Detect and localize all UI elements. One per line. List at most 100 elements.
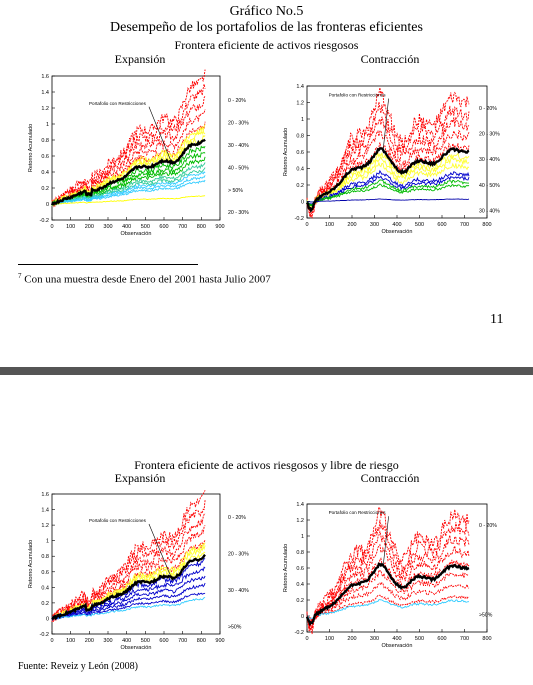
y-tick-label: 0.4	[296, 582, 304, 588]
footnote-mark: 7	[18, 272, 22, 280]
y-tick-label: 1	[46, 539, 49, 545]
y-tick-label: 0.2	[41, 601, 49, 607]
x-tick-label: 400	[122, 638, 131, 644]
x-axis-label: Observación	[382, 643, 413, 649]
source-note: Fuente: Reveiz y León (2008)	[18, 661, 138, 672]
legend-label: 40 - 50%	[479, 183, 500, 189]
x-tick-label: 900	[215, 224, 224, 230]
y-tick-label: 0.2	[41, 186, 49, 192]
y-tick-label: 0	[46, 202, 49, 208]
x-tick-label: 300	[370, 636, 379, 642]
restricted-portfolio-line	[305, 147, 470, 213]
x-tick-label: 400	[122, 224, 131, 230]
x-tick-label: 700	[178, 638, 187, 644]
legend-label: 40 - 50%	[228, 165, 249, 171]
y-tick-label: 0.6	[296, 566, 304, 572]
figure-title: Gráfico No.5	[229, 4, 304, 19]
x-tick-label: 100	[66, 638, 75, 644]
series-line-8	[306, 599, 469, 620]
series-line-1	[306, 582, 470, 623]
y-tick-label: 1	[301, 117, 304, 123]
series-line-6	[306, 519, 470, 635]
legend-label: 20 - 30%	[479, 132, 500, 138]
chart-top-contraccion: Portafolio con Restricciones-0.200.20.40…	[283, 84, 500, 235]
series-line-7	[51, 542, 206, 621]
y-tick-label: 1.4	[41, 90, 49, 96]
x-tick-label: 100	[325, 636, 334, 642]
x-tick-label: 700	[460, 636, 469, 642]
y-tick-label: 1	[46, 122, 49, 128]
series-line-11	[306, 179, 470, 207]
y-tick-label: 1.6	[41, 492, 49, 498]
x-tick-label: 200	[85, 638, 94, 644]
series-line-3	[51, 499, 206, 623]
series-line-11	[51, 566, 206, 621]
annotation-arrow	[382, 98, 389, 151]
y-tick-label: 0.4	[41, 585, 49, 591]
x-tick-label: 200	[347, 636, 356, 642]
series-line-4	[306, 87, 470, 217]
legend-label: 20 - 30%	[228, 552, 249, 558]
y-axis-label: Retorno Acumulado	[28, 540, 34, 588]
x-axis-label: Observación	[121, 645, 152, 651]
chart-bottom-contraccion: Portafolio con Restricciones-0.200.20.40…	[283, 502, 497, 649]
annotation-label: Portafolio con Restricciones	[329, 93, 387, 98]
y-tick-label: 0.2	[296, 598, 304, 604]
x-tick-label: 100	[66, 224, 75, 230]
annotation-arrow	[148, 523, 172, 578]
annotation-label: Portafolio con Restricciones	[329, 510, 387, 515]
series-line-1	[306, 129, 470, 214]
series-line-2	[306, 116, 470, 219]
y-tick-label: -0.2	[40, 218, 49, 224]
restricted-portfolio-line	[305, 562, 470, 627]
restricted-portfolio-line	[51, 553, 206, 621]
y-tick-label: 0	[301, 614, 304, 620]
legend-label: 30 - 40%	[479, 209, 500, 215]
annotation-arrow	[382, 516, 389, 567]
annotation-label: Portafolio con Restricciones	[89, 518, 147, 523]
series-line-16	[51, 195, 206, 205]
series-line-4	[51, 490, 206, 622]
footnote: 7 Con una muestra desde Enero del 2001 h…	[18, 272, 271, 286]
y-tick-label: 0	[301, 200, 304, 206]
y-tick-label: 0.6	[41, 154, 49, 160]
series-line-2	[51, 95, 206, 207]
x-tick-label: 800	[197, 224, 206, 230]
y-tick-label: 0.8	[41, 138, 49, 144]
legend-label: 30 - 40%	[228, 588, 249, 594]
footnote-divider	[18, 264, 198, 265]
x-tick-label: 700	[460, 222, 469, 228]
y-tick-label: 1.4	[41, 508, 49, 514]
series-line-9	[306, 169, 470, 207]
x-tick-label: 800	[482, 636, 491, 642]
x-tick-label: 700	[178, 224, 187, 230]
series-line-15	[51, 171, 206, 205]
series-line-10	[51, 575, 206, 621]
bottom-section-caption: Frontera eficiente de activos riesgosos …	[134, 458, 399, 472]
y-tick-label: 0.8	[41, 554, 49, 560]
y-tick-label: 1.2	[296, 101, 304, 107]
x-tick-label: 600	[437, 636, 446, 642]
x-tick-label: 0	[305, 222, 308, 228]
x-tick-label: 500	[415, 222, 424, 228]
x-tick-label: 600	[159, 224, 168, 230]
legend-label: 0 - 20%	[228, 98, 246, 104]
series-line-12	[307, 198, 470, 203]
page-separator	[0, 367, 533, 375]
panel-title-top-contraccion: Contracción	[360, 52, 420, 66]
annotation-label: Portafolio con Restricciones	[89, 101, 147, 106]
y-tick-label: 0.4	[41, 170, 49, 176]
y-tick-label: 0.6	[296, 150, 304, 156]
x-tick-label: 0	[50, 224, 53, 230]
x-tick-label: 0	[50, 638, 53, 644]
y-tick-label: -0.2	[295, 630, 304, 636]
y-axis-label: Retorno Acumulado	[283, 544, 289, 592]
series-line-8	[51, 592, 206, 620]
x-tick-label: 0	[305, 636, 308, 642]
legend-label: 20 - 30%	[228, 210, 249, 216]
x-axis-label: Observación	[382, 229, 413, 235]
x-tick-label: 500	[141, 638, 150, 644]
y-tick-label: 1.4	[296, 502, 304, 508]
series-line-0	[306, 594, 470, 621]
x-tick-label: 600	[159, 638, 168, 644]
